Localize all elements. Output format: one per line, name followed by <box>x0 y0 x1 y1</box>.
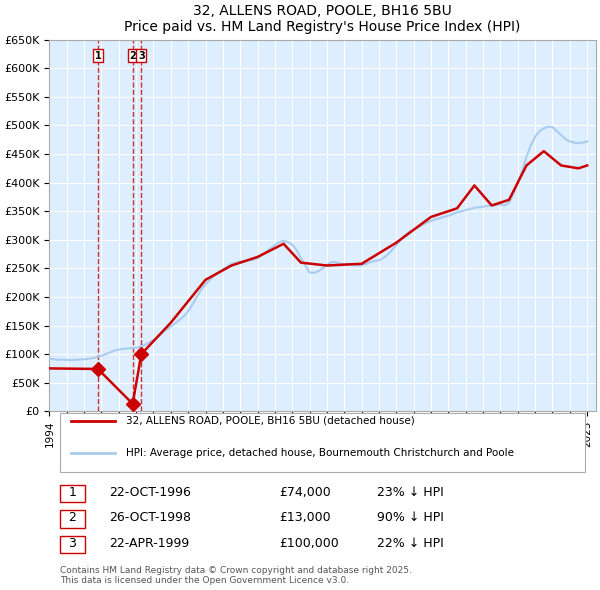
Text: 2: 2 <box>129 51 136 61</box>
Text: 1: 1 <box>68 486 76 499</box>
Title: 32, ALLENS ROAD, POOLE, BH16 5BU
Price paid vs. HM Land Registry's House Price I: 32, ALLENS ROAD, POOLE, BH16 5BU Price p… <box>124 4 521 34</box>
Text: 1: 1 <box>95 51 101 61</box>
Text: £13,000: £13,000 <box>279 512 331 525</box>
FancyBboxPatch shape <box>61 510 85 527</box>
Text: 22% ↓ HPI: 22% ↓ HPI <box>377 537 444 550</box>
Text: 23% ↓ HPI: 23% ↓ HPI <box>377 486 444 499</box>
Text: £74,000: £74,000 <box>279 486 331 499</box>
Text: 22-APR-1999: 22-APR-1999 <box>109 537 190 550</box>
Text: Contains HM Land Registry data © Crown copyright and database right 2025.
This d: Contains HM Land Registry data © Crown c… <box>61 566 412 585</box>
Text: 32, ALLENS ROAD, POOLE, BH16 5BU (detached house): 32, ALLENS ROAD, POOLE, BH16 5BU (detach… <box>126 416 415 426</box>
Text: 3: 3 <box>68 537 76 550</box>
Text: 2: 2 <box>68 512 76 525</box>
FancyBboxPatch shape <box>61 484 85 502</box>
Text: £100,000: £100,000 <box>279 537 338 550</box>
FancyBboxPatch shape <box>61 536 85 553</box>
FancyBboxPatch shape <box>61 413 585 472</box>
Text: 3: 3 <box>138 51 145 61</box>
Text: 90% ↓ HPI: 90% ↓ HPI <box>377 512 444 525</box>
Text: HPI: Average price, detached house, Bournemouth Christchurch and Poole: HPI: Average price, detached house, Bour… <box>126 448 514 458</box>
Text: 22-OCT-1996: 22-OCT-1996 <box>109 486 191 499</box>
Text: 26-OCT-1998: 26-OCT-1998 <box>109 512 191 525</box>
